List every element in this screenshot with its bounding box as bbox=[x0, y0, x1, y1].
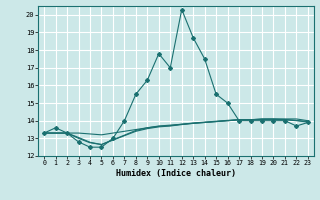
X-axis label: Humidex (Indice chaleur): Humidex (Indice chaleur) bbox=[116, 169, 236, 178]
